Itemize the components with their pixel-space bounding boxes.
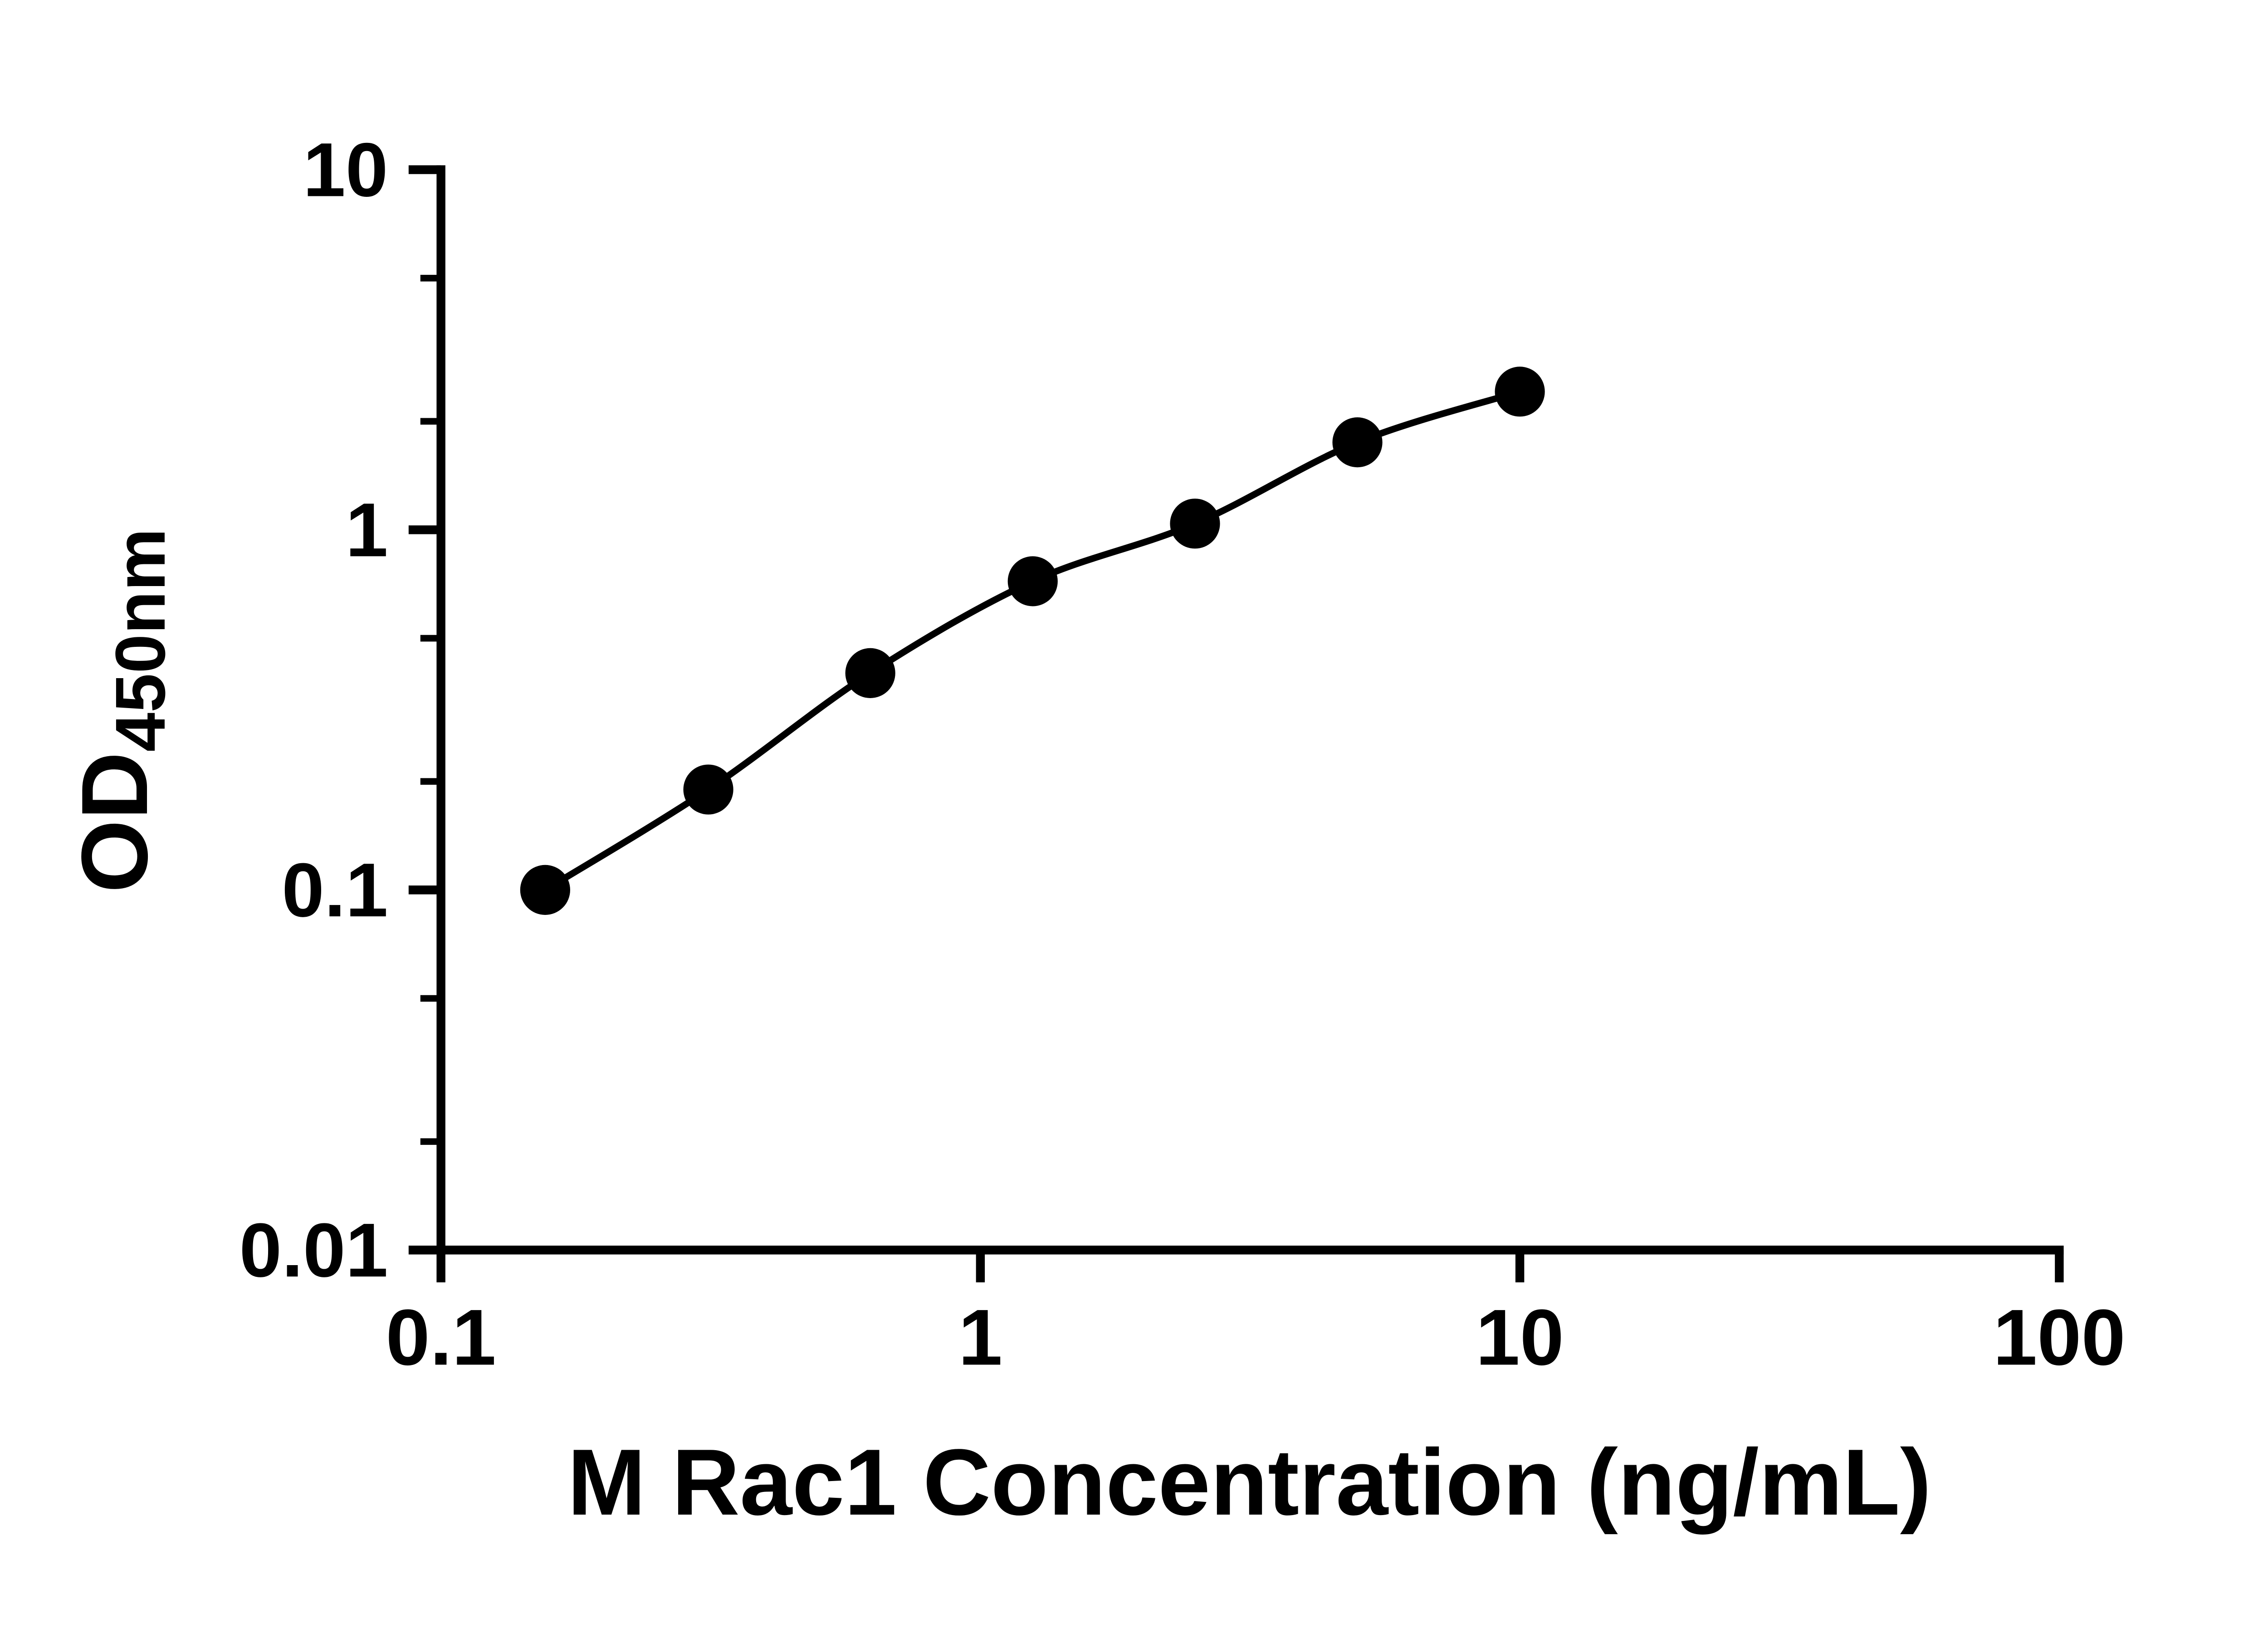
x-axis-tick-label: 0.1 — [386, 1294, 496, 1382]
y-axis-tick-label: 10 — [303, 127, 388, 213]
axis-lines — [436, 165, 2064, 1255]
y-axis-tick-label: 0.01 — [240, 1207, 388, 1293]
axes-layer — [436, 165, 2064, 1255]
y-axis-label-main: OD — [62, 752, 167, 893]
data-point-marker — [1332, 417, 1383, 468]
y-axis-tick-label: 1 — [346, 487, 388, 572]
fit-curve-layer — [543, 388, 1521, 893]
data-point-marker — [1170, 499, 1220, 549]
y-axis-tick-label: 0.1 — [282, 847, 388, 933]
data-point-marker — [683, 764, 733, 815]
x-axis-tick-label: 10 — [1476, 1294, 1564, 1382]
data-point-marker — [1007, 556, 1058, 606]
standard-curve-figure: 0.1 1 10 100 0.01 0.1 1 10 M Rac1 Concentration… — [0, 23, 2268, 1610]
tick-layer — [408, 165, 2064, 1283]
data-point-marker — [1495, 367, 1545, 417]
x-axis-tick-label: 1 — [958, 1294, 1002, 1382]
data-point-layer — [520, 367, 1545, 915]
data-point-marker — [520, 865, 570, 915]
y-axis-label: OD450nm — [62, 528, 180, 893]
x-axis-label: M Rac1 Concentration (ng/mL) — [567, 1429, 1931, 1535]
fit-curve — [543, 388, 1521, 893]
x-axis-tick-label: 100 — [1993, 1294, 2126, 1382]
data-point-marker — [845, 648, 895, 699]
y-axis-label-subscript: 450nm — [101, 528, 180, 752]
